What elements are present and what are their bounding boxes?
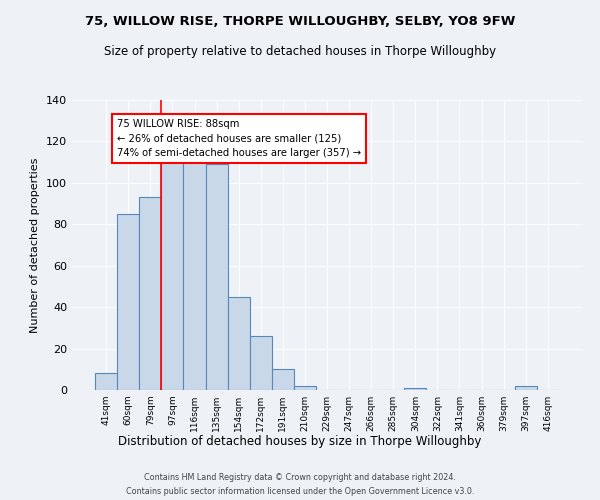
Bar [515,386,537,390]
Bar [139,198,161,390]
Bar [294,386,316,390]
Y-axis label: Number of detached properties: Number of detached properties [31,158,40,332]
Text: Contains HM Land Registry data © Crown copyright and database right 2024.: Contains HM Land Registry data © Crown c… [144,472,456,482]
Bar [250,336,272,390]
Bar [184,162,206,390]
Bar [272,370,294,390]
Bar [227,297,250,390]
Bar [404,388,427,390]
Text: Distribution of detached houses by size in Thorpe Willoughby: Distribution of detached houses by size … [118,435,482,448]
Text: Contains public sector information licensed under the Open Government Licence v3: Contains public sector information licen… [126,488,474,496]
Bar [161,162,184,390]
Text: 75 WILLOW RISE: 88sqm
← 26% of detached houses are smaller (125)
74% of semi-det: 75 WILLOW RISE: 88sqm ← 26% of detached … [117,118,361,158]
Bar [117,214,139,390]
Bar [95,374,117,390]
Bar [206,164,227,390]
Text: 75, WILLOW RISE, THORPE WILLOUGHBY, SELBY, YO8 9FW: 75, WILLOW RISE, THORPE WILLOUGHBY, SELB… [85,15,515,28]
Text: Size of property relative to detached houses in Thorpe Willoughby: Size of property relative to detached ho… [104,45,496,58]
